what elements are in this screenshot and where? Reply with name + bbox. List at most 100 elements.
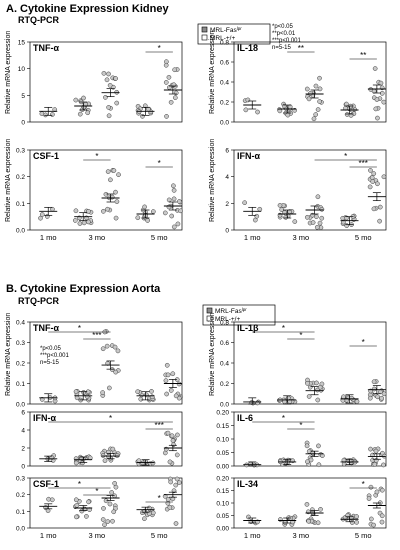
x-group-label: 1 mo bbox=[40, 233, 57, 242]
stats-note: **p<0.01 bbox=[272, 31, 296, 37]
data-point bbox=[108, 177, 113, 183]
plot-frame bbox=[233, 149, 387, 231]
x-group-label: 1 mo bbox=[244, 531, 261, 540]
data-point bbox=[168, 388, 174, 393]
data-point bbox=[375, 181, 380, 187]
y-tick-label: 0.0 bbox=[16, 402, 25, 409]
y-tick-label: 0.1 bbox=[16, 201, 25, 208]
data-point bbox=[377, 218, 382, 224]
y-tick-label: 4 bbox=[225, 174, 229, 181]
data-point bbox=[318, 506, 323, 512]
data-point bbox=[319, 206, 325, 212]
x-group-label: 5 mo bbox=[151, 531, 168, 540]
data-point bbox=[163, 378, 169, 383]
y-tick-label: 0.1 bbox=[16, 381, 25, 388]
data-point bbox=[257, 206, 263, 212]
y-tick-label: 0.05 bbox=[216, 513, 229, 520]
data-point bbox=[378, 80, 384, 86]
data-point bbox=[381, 99, 387, 105]
data-point bbox=[135, 389, 141, 394]
data-point bbox=[102, 458, 108, 464]
data-point bbox=[162, 493, 168, 499]
data-point bbox=[114, 100, 120, 106]
plot-frame bbox=[29, 41, 183, 123]
data-point bbox=[306, 518, 311, 524]
y-tick-label: 0.20 bbox=[216, 410, 229, 417]
data-point bbox=[167, 505, 173, 510]
data-point bbox=[354, 514, 359, 519]
data-point bbox=[344, 112, 350, 117]
significance-label: * bbox=[109, 414, 112, 423]
data-point bbox=[165, 430, 171, 436]
data-point bbox=[317, 86, 323, 92]
y-tick-label: 0.4 bbox=[220, 361, 229, 368]
data-point bbox=[140, 460, 146, 466]
data-point bbox=[375, 115, 380, 121]
data-point bbox=[107, 82, 113, 88]
data-point bbox=[171, 188, 177, 193]
data-point bbox=[316, 462, 322, 468]
data-point bbox=[379, 487, 385, 493]
y-tick-label: 0.3 bbox=[16, 340, 25, 347]
data-point bbox=[100, 346, 106, 352]
data-point bbox=[112, 344, 118, 350]
data-point bbox=[142, 204, 147, 210]
data-point bbox=[80, 460, 85, 466]
data-point bbox=[171, 442, 176, 448]
y-tick-label: 0.0 bbox=[220, 120, 229, 127]
data-point bbox=[144, 392, 149, 398]
data-point bbox=[316, 443, 321, 449]
data-point bbox=[138, 396, 144, 402]
data-point bbox=[315, 107, 321, 112]
data-point bbox=[81, 220, 87, 226]
data-point bbox=[176, 199, 182, 204]
data-point bbox=[381, 462, 386, 468]
legend-superscript: lpr bbox=[237, 26, 243, 31]
y-tick-label: 0.10 bbox=[216, 437, 229, 444]
panel-title: IFN-α bbox=[33, 413, 56, 423]
data-point bbox=[163, 62, 169, 68]
significance-label: * bbox=[158, 159, 161, 168]
data-point bbox=[105, 169, 111, 174]
plot-frame bbox=[233, 321, 387, 405]
data-point bbox=[171, 224, 177, 230]
data-point bbox=[315, 194, 321, 200]
y-tick-label: 0.2 bbox=[220, 381, 229, 388]
data-point bbox=[306, 394, 312, 399]
data-point bbox=[370, 179, 376, 184]
legend-swatch bbox=[201, 34, 208, 41]
panel-title: IL-6 bbox=[237, 413, 253, 423]
data-point bbox=[366, 496, 372, 501]
y-tick-label: 0.8 bbox=[220, 40, 229, 47]
data-point bbox=[252, 217, 258, 223]
data-point bbox=[163, 80, 169, 85]
y-tick-label: 6 bbox=[225, 148, 229, 155]
data-point bbox=[146, 511, 152, 516]
data-point bbox=[171, 183, 176, 189]
data-point bbox=[173, 393, 179, 399]
data-point bbox=[367, 395, 373, 401]
stats-note: ***p<0.001 bbox=[272, 38, 302, 44]
data-point bbox=[50, 112, 55, 117]
data-point bbox=[309, 507, 315, 513]
data-point bbox=[73, 97, 79, 103]
y-tick-label: 0.20 bbox=[216, 476, 229, 483]
data-point bbox=[106, 385, 112, 391]
data-point bbox=[304, 86, 310, 92]
data-point bbox=[113, 189, 118, 195]
y-tick-label: 0.0 bbox=[220, 402, 229, 409]
data-point bbox=[373, 448, 379, 454]
data-point bbox=[113, 215, 119, 221]
plot-frame bbox=[29, 149, 183, 231]
significance-label: * bbox=[282, 324, 285, 333]
data-point bbox=[110, 518, 115, 524]
data-point bbox=[142, 516, 147, 522]
data-point bbox=[178, 208, 183, 214]
legend-swatch bbox=[201, 26, 208, 33]
data-point bbox=[242, 200, 247, 206]
data-point bbox=[368, 446, 373, 452]
data-point bbox=[145, 218, 150, 223]
data-point bbox=[310, 220, 316, 225]
data-point bbox=[102, 522, 107, 528]
